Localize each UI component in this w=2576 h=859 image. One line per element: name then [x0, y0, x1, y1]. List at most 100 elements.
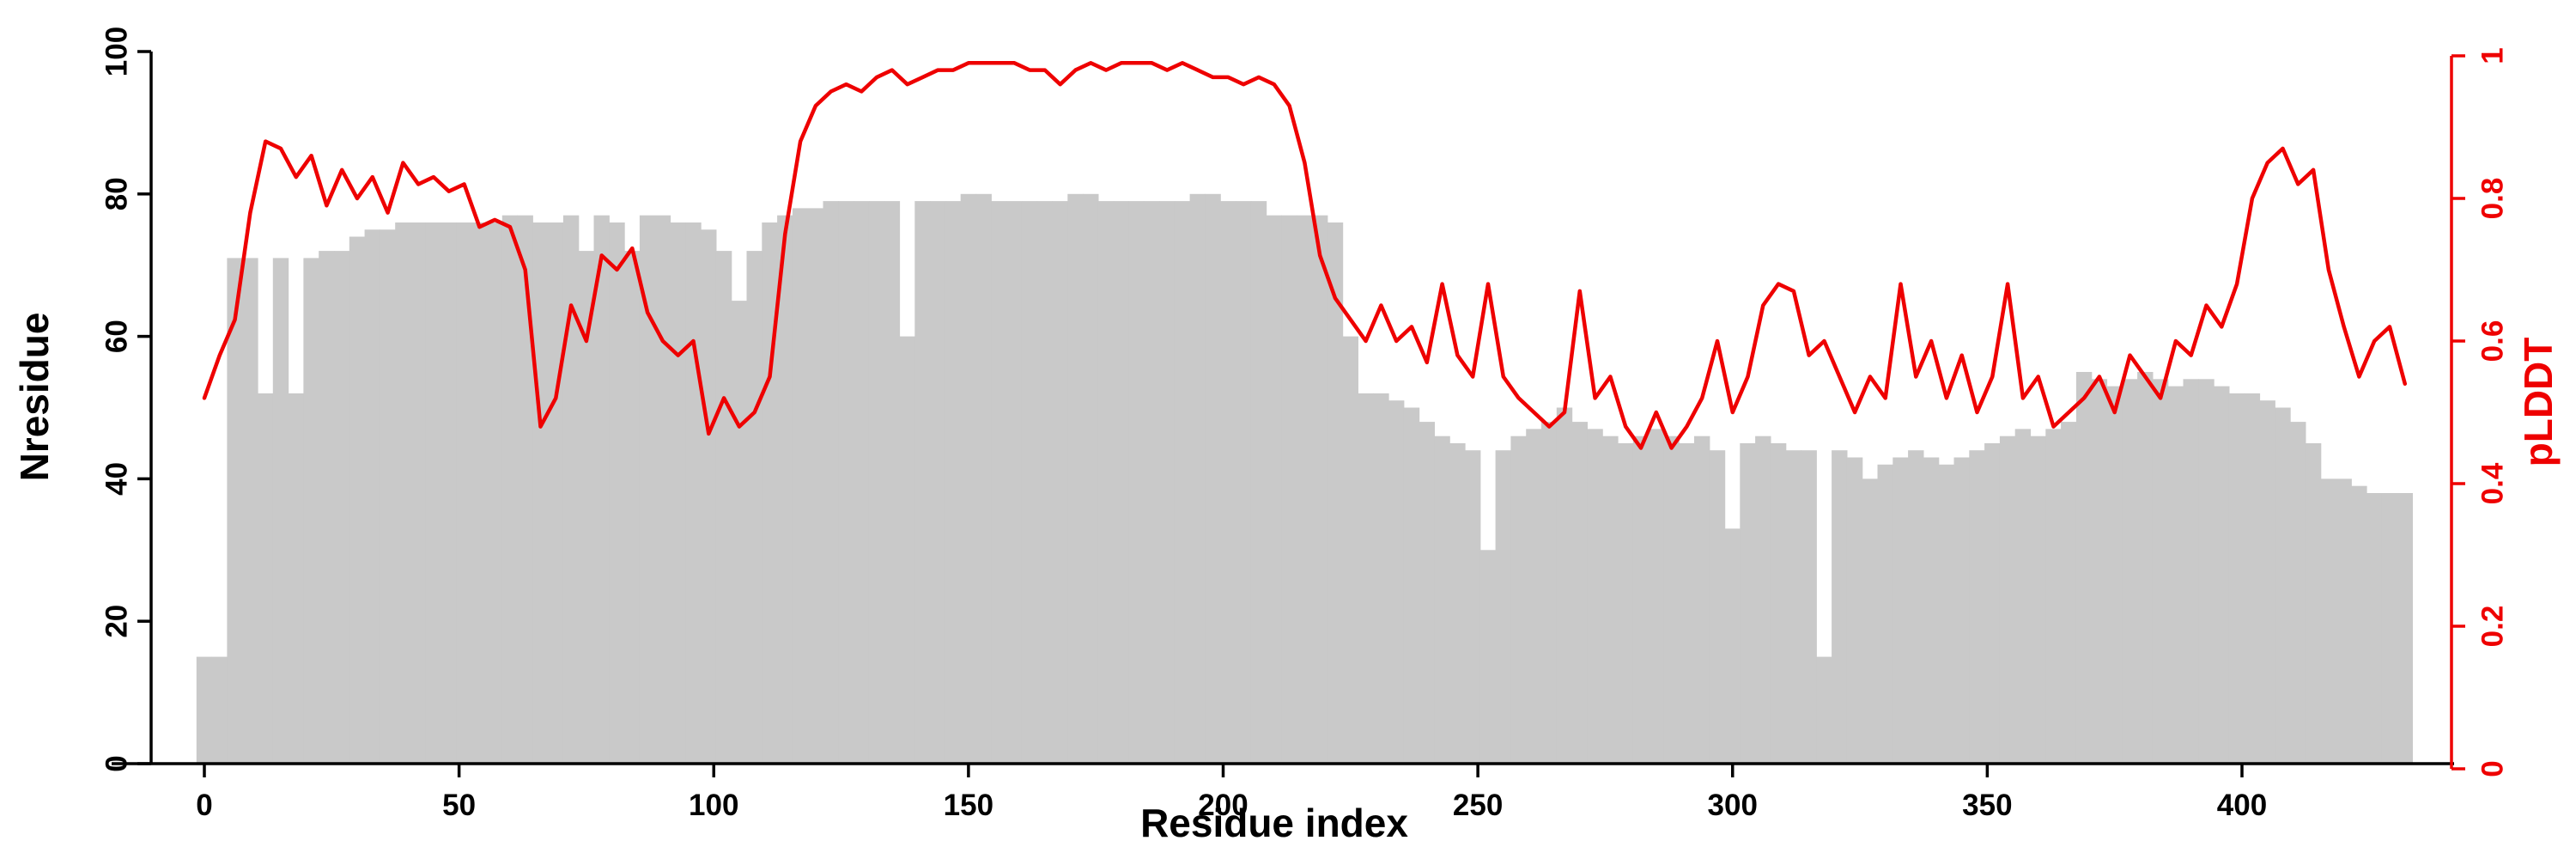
bar [1297, 215, 1313, 764]
bar [1358, 393, 1374, 764]
bar [2381, 493, 2398, 764]
bar [2061, 422, 2077, 764]
bar [639, 215, 656, 764]
bar [854, 201, 870, 765]
bar [2320, 478, 2337, 764]
bar [2167, 386, 2184, 764]
bar [1128, 201, 1145, 765]
y-axis-right: 0 0.2 0.4 0.6 0.8 1 [2450, 47, 2510, 777]
bar [1816, 656, 1832, 764]
bar [2045, 429, 2062, 764]
bar [410, 222, 427, 764]
bar [2137, 372, 2154, 764]
bar [1159, 201, 1176, 765]
bar [2152, 379, 2169, 764]
bar [2075, 372, 2093, 764]
bar [2014, 429, 2032, 764]
bar [1709, 450, 1726, 764]
bar [1510, 436, 1527, 764]
x-tick-label: 200 [1198, 789, 1248, 822]
bar [838, 201, 854, 765]
bar [991, 201, 1007, 765]
bar [440, 222, 457, 764]
bar [1113, 201, 1130, 765]
bar [2183, 379, 2199, 764]
bar [1893, 457, 1909, 764]
bar [701, 229, 717, 765]
bar [1327, 222, 1344, 764]
bar [762, 222, 778, 764]
bar [2244, 393, 2261, 764]
bar [425, 222, 442, 764]
bar [242, 258, 258, 764]
x-axis-title: Residue index [1140, 801, 1408, 845]
bar [2198, 379, 2215, 764]
bar [654, 215, 671, 764]
bar [670, 222, 686, 764]
bar [1724, 528, 1741, 764]
bar [1373, 393, 1389, 764]
y-axis-left: 0 20 40 60 80 100 [100, 27, 153, 772]
bar [395, 222, 411, 764]
bar [2305, 443, 2322, 764]
bar [1770, 443, 1787, 764]
bar [1403, 407, 1420, 764]
bar [1006, 201, 1023, 765]
bar [1449, 443, 1466, 764]
bar [975, 193, 992, 765]
bar [1587, 429, 1603, 764]
bar [1846, 457, 1863, 764]
bar [1648, 429, 1664, 764]
y-tick-label: 60 [100, 320, 134, 353]
bar [899, 336, 915, 764]
bar [1205, 193, 1221, 765]
bar [1571, 422, 1588, 764]
y2-tick-label: 0.6 [2476, 320, 2510, 362]
bar [334, 251, 350, 765]
bar [1785, 450, 1802, 764]
right-axis-title: pLDDT [2516, 337, 2561, 467]
bar [2106, 386, 2123, 764]
bar [1434, 436, 1450, 764]
x-tick-label: 100 [689, 789, 738, 822]
bar [1312, 215, 1328, 764]
bar [746, 251, 762, 765]
y-tick-label: 40 [100, 462, 134, 496]
bar [685, 222, 702, 764]
bar [1938, 464, 1955, 764]
x-axis: 0 50 100 150 200 250 300 350 400 [112, 762, 2454, 822]
bar [1189, 193, 1206, 765]
bar [1236, 201, 1252, 765]
bar [1465, 450, 1481, 764]
bar [731, 301, 748, 765]
y2-tick-label: 0.8 [2476, 178, 2510, 220]
bar [1877, 464, 1893, 764]
bar [1281, 215, 1297, 764]
x-tick-label: 0 [196, 789, 212, 822]
y-tick-label: 20 [100, 605, 134, 638]
bar [501, 215, 519, 764]
bar [1419, 422, 1435, 764]
bar [1036, 201, 1054, 765]
bar [288, 393, 304, 764]
bar [1801, 450, 1817, 764]
bar [945, 201, 962, 765]
bar [349, 236, 366, 764]
bar [1083, 193, 1099, 765]
bar [1220, 201, 1236, 765]
bar [562, 215, 580, 764]
x-tick-label: 150 [944, 789, 993, 822]
bar [272, 258, 289, 764]
bar [807, 208, 824, 764]
bar [1632, 436, 1649, 764]
left-axis-title: Nresidue [12, 312, 57, 482]
bar [2397, 493, 2413, 764]
bar [1144, 201, 1160, 765]
bar [2366, 493, 2383, 764]
y-tick-label: 80 [100, 177, 134, 210]
bar [1266, 215, 1282, 764]
bar [1342, 336, 1358, 764]
bar [593, 215, 610, 764]
